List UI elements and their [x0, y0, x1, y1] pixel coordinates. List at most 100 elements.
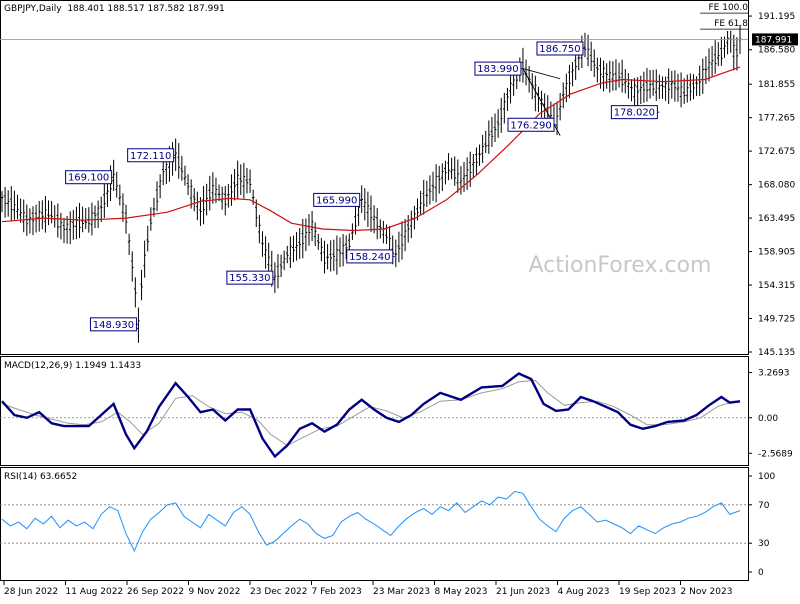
swing-label: 148.930: [89, 317, 139, 332]
ohlc-bar: [279, 254, 283, 278]
ohlc-bar: [642, 71, 646, 103]
swing-label-box: [89, 317, 137, 332]
ohlc-bar: [338, 237, 342, 267]
ohlc-bar: [205, 183, 208, 216]
ohlc-bar: [658, 74, 661, 99]
ohlc-bar: [419, 190, 422, 216]
ohlc-bar: [214, 177, 218, 204]
ohlc-bar: [397, 231, 401, 263]
ohlc-bar: [189, 179, 193, 209]
x-axis-date-label: 26 Sep 2022: [127, 587, 184, 597]
ohlc-bar: [230, 174, 233, 206]
ohlc-bar: [332, 239, 336, 271]
ohlc-bar: [140, 269, 143, 301]
ohlc-bar: [583, 32, 587, 58]
ohlc-bar: [16, 194, 19, 220]
ohlc-bar: [685, 74, 689, 103]
ohlc-bar: [661, 76, 664, 99]
ohlc-values: 188.401 188.517 187.582 187.991: [67, 4, 225, 14]
rsi-axis-tick-label: 70: [758, 501, 770, 511]
x-axis-date-label: 28 Jun 2022: [4, 587, 58, 597]
macd-axis-tick-label: 0.00: [758, 414, 778, 424]
ohlc-bar: [499, 97, 503, 133]
price-panel-frame: [0, 0, 749, 355]
macd-line: [1, 372, 741, 459]
ohlc-bar: [648, 69, 652, 99]
ohlc-bar: [0, 191, 4, 213]
ohlc-bar: [121, 193, 125, 222]
ohlc-bar: [406, 214, 410, 243]
x-axis-date-label: 21 Jun 2023: [496, 587, 550, 597]
ohlc-bar: [614, 59, 618, 91]
ohlc-bar: [403, 218, 407, 252]
rsi-axis-tick-label: 30: [758, 539, 770, 549]
swing-label-text: 172.110: [130, 151, 171, 162]
ohlc-bar: [242, 162, 246, 199]
ohlc-bar: [431, 171, 435, 201]
ohlc-bar: [344, 235, 348, 260]
ohlc-bar: [62, 217, 66, 244]
ohlc-bar: [177, 143, 181, 179]
ohlc-bar: [118, 184, 122, 206]
ohlc-bar: [375, 208, 379, 240]
ohlc-bar: [459, 166, 463, 195]
axis-layer: 191.195 186.580 181.855 177.265 172.675 168.0…: [3, 12, 798, 597]
swing-label: 178.020: [610, 105, 660, 120]
ohlc-bar: [174, 138, 177, 171]
ohlc-bar: [335, 235, 339, 275]
swing-label-box: [313, 192, 361, 207]
price-axis-tick-label: 172.675: [758, 147, 795, 157]
ohlc-bar: [25, 204, 29, 236]
ohlc-bar: [589, 41, 593, 72]
ohlc-bar: [465, 157, 469, 190]
ohlc-bar: [329, 240, 332, 272]
ohlc-bar: [192, 188, 196, 212]
ohlc-bar: [59, 212, 63, 240]
price-layer: FE 100.0 FE 61.8 169.100 172.110 148.930 155.…: [0, 3, 748, 343]
ohlc-bar: [115, 171, 119, 198]
ohlc-bar: [620, 59, 624, 93]
ohlc-bar: [679, 72, 683, 108]
ohlc-bar: [96, 200, 100, 228]
ohlc-bar: [651, 69, 655, 96]
chart-header: GBPJPY,Daily 188.401 188.517 187.582 187…: [4, 4, 225, 14]
fib-label: FE 61.8: [714, 19, 748, 29]
ohlc-bar: [316, 233, 320, 250]
ohlc-bar: [462, 161, 466, 192]
price-axis-tick-label: 181.855: [758, 80, 795, 90]
ohlc-bar: [313, 222, 317, 247]
x-axis-date-label: 23 Dec 2022: [250, 587, 308, 597]
ohlc-bar: [236, 160, 239, 199]
ohlc-bar: [19, 198, 22, 223]
ohlc-bar: [366, 191, 370, 228]
moving-average-line: [1, 66, 741, 232]
swing-label-box: [65, 170, 113, 185]
ohlc-bar: [248, 169, 252, 193]
ohlc-bar: [68, 211, 72, 245]
ohlc-bar: [310, 210, 314, 242]
ohlc-bar: [441, 163, 444, 192]
ohlc-bar: [180, 155, 184, 181]
current-price-text: 187.991: [755, 35, 792, 45]
ohlc-bar: [127, 233, 131, 256]
ohlc-bar: [220, 186, 224, 210]
ohlc-bar: [360, 185, 363, 213]
ohlc-bar: [75, 206, 78, 240]
ohlc-bar: [695, 76, 698, 97]
ohlc-bar: [623, 69, 627, 94]
ohlc-bar: [28, 208, 32, 234]
ohlc-bar: [602, 60, 605, 92]
ohlc-bar: [701, 58, 705, 94]
macd-layer: [0, 372, 748, 459]
ohlc-bar: [183, 165, 187, 186]
ohlc-bar: [521, 47, 525, 83]
ohlc-bar: [84, 208, 88, 230]
rsi-layer: [0, 490, 748, 553]
ohlc-bar: [720, 36, 723, 66]
ohlc-bar: [137, 307, 140, 343]
ohlc-bar: [326, 244, 329, 270]
ohlc-bar: [112, 159, 115, 192]
ohlc-bar: [617, 62, 621, 88]
ohlc-bar: [22, 199, 26, 233]
